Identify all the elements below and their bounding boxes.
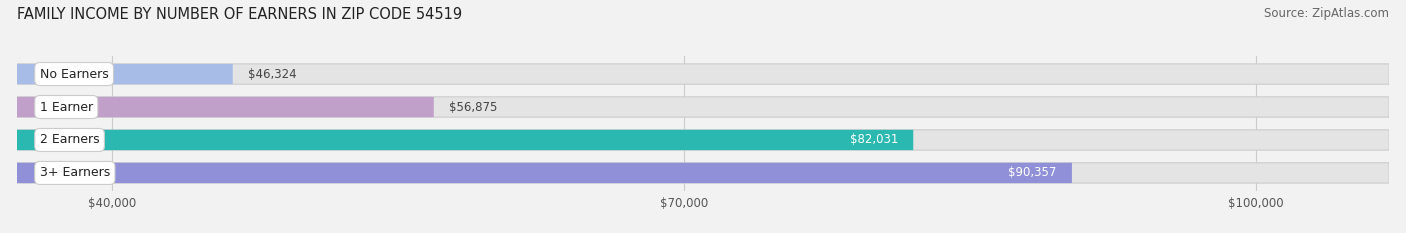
Text: $90,357: $90,357 <box>1008 166 1057 179</box>
Text: Source: ZipAtlas.com: Source: ZipAtlas.com <box>1264 7 1389 20</box>
Text: $46,324: $46,324 <box>247 68 297 81</box>
FancyBboxPatch shape <box>17 163 1071 183</box>
Text: 2 Earners: 2 Earners <box>39 134 100 147</box>
Text: No Earners: No Earners <box>39 68 108 81</box>
FancyBboxPatch shape <box>17 64 1389 84</box>
Text: 3+ Earners: 3+ Earners <box>39 166 110 179</box>
Text: 1 Earner: 1 Earner <box>39 100 93 113</box>
Text: $56,875: $56,875 <box>449 100 498 113</box>
FancyBboxPatch shape <box>17 130 914 150</box>
FancyBboxPatch shape <box>17 64 233 84</box>
FancyBboxPatch shape <box>17 163 1389 183</box>
FancyBboxPatch shape <box>17 97 1389 117</box>
FancyBboxPatch shape <box>17 130 1389 150</box>
FancyBboxPatch shape <box>17 97 434 117</box>
Text: FAMILY INCOME BY NUMBER OF EARNERS IN ZIP CODE 54519: FAMILY INCOME BY NUMBER OF EARNERS IN ZI… <box>17 7 463 22</box>
Text: $82,031: $82,031 <box>849 134 898 147</box>
